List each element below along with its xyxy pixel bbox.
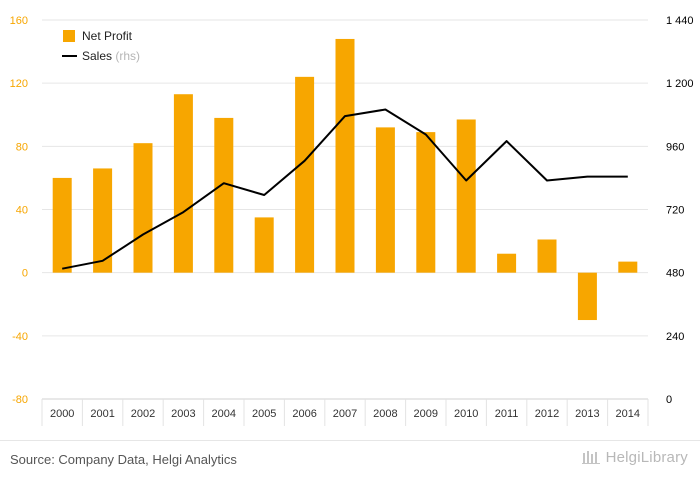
net-profit-bar [295, 76, 315, 273]
left-axis-tick-label: -80 [12, 394, 28, 406]
legend: Net Profit Sales (rhs) [62, 29, 140, 63]
legend-label-net-profit: Net Profit [82, 29, 133, 43]
left-axis-tick-label: 120 [10, 78, 28, 90]
x-axis-tick-label: 2010 [454, 408, 478, 420]
x-axis-tick-label: 2014 [616, 408, 640, 420]
x-axis-tick-label: 2001 [90, 408, 114, 420]
net-profit-bar [173, 94, 193, 273]
net-profit-bar [577, 272, 597, 321]
brand-logo: HelgiLibrary [581, 449, 688, 466]
right-axis-tick-label: 1 440 [666, 15, 694, 27]
right-axis-tick-label: 480 [666, 268, 684, 280]
source-note: Source: Company Data, Helgi Analytics [10, 452, 237, 467]
x-axis-tick-label: 2012 [535, 408, 559, 420]
x-axis-tick-label: 2007 [333, 408, 357, 420]
x-axis-tick-label: 2004 [212, 408, 236, 420]
x-axis-tick-label: 2005 [252, 408, 276, 420]
footer-divider [0, 440, 700, 441]
right-axis-tick-label: 960 [666, 141, 684, 153]
net-profit-bar [52, 177, 72, 273]
net-profit-bar [93, 168, 113, 273]
x-axis-tick-label: 2009 [414, 408, 438, 420]
right-axis-tick-label: 240 [666, 331, 684, 343]
x-axis-tick-label: 2003 [171, 408, 195, 420]
x-axis-tick-label: 2002 [131, 408, 155, 420]
left-axis-tick-label: -40 [12, 331, 28, 343]
sales-line [62, 108, 628, 270]
library-icon [581, 451, 600, 464]
net-profit-bar [537, 239, 557, 273]
net-profit-bar [335, 38, 355, 273]
net-profit-bar [618, 261, 638, 273]
net-profit-bar [416, 132, 436, 273]
net-profit-bar [375, 127, 395, 273]
right-axis-tick-label: 720 [666, 205, 684, 217]
right-axis-tick-label: 1 200 [666, 78, 694, 90]
net-profit-bars [52, 38, 638, 321]
net-profit-bar [497, 253, 517, 273]
net-profit-bar [133, 143, 153, 273]
net-profit-bar [254, 217, 274, 273]
net-profit-bar [456, 119, 476, 273]
x-axis-tick-label: 2000 [50, 408, 74, 420]
brand-name: HelgiLibrary [605, 449, 688, 466]
x-axis-tick-label: 2011 [495, 408, 519, 420]
left-axis-tick-label: 80 [16, 141, 28, 153]
legend-label-sales: Sales (rhs) [82, 49, 140, 63]
right-axis-tick-label: 0 [666, 394, 672, 406]
sales-line-layer [62, 108, 628, 270]
left-axis-tick-label: 0 [22, 268, 28, 280]
left-axis-tick-label: 160 [10, 15, 28, 27]
left-axis-tick-label: 40 [16, 205, 28, 217]
legend-rhs-note: (rhs) [115, 49, 140, 63]
x-axis-tick-label: 2006 [292, 408, 316, 420]
legend-swatch-net-profit [63, 30, 75, 42]
x-axis-tick-label: 2008 [373, 408, 397, 420]
net-profit-bar [214, 117, 234, 273]
x-axis-tick-label: 2013 [575, 408, 599, 420]
axes: -80 -40 0 40 80 120 160 0 240 480 720 960 1 200 1 440… [10, 15, 694, 426]
